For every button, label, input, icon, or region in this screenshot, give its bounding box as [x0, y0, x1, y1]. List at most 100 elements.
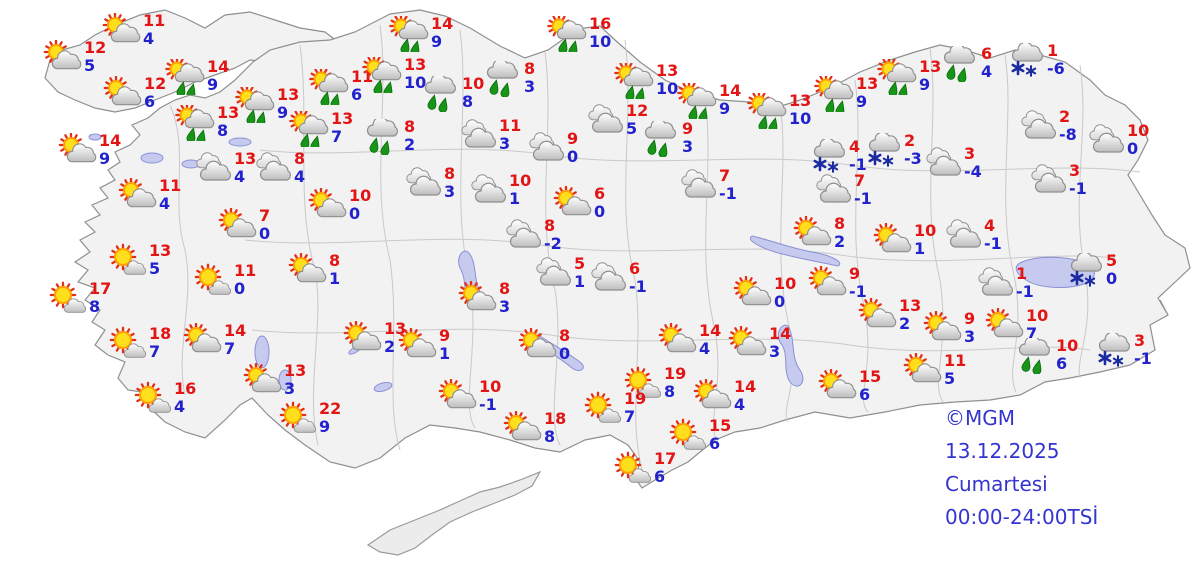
high-temp: 1 — [1047, 41, 1059, 60]
high-temp: 16 — [589, 14, 612, 33]
partly-sunny-icon — [792, 216, 834, 252]
low-temp: 3 — [444, 182, 456, 201]
weather-station: 1 -1 — [974, 266, 1034, 302]
weather-station: 18 8 — [502, 411, 566, 447]
high-temp: 14 — [99, 131, 122, 150]
low-temp: 10 — [589, 32, 612, 51]
low-temp: 0 — [567, 147, 579, 166]
weather-station: 8 0 — [517, 328, 570, 364]
weather-station: 10 0 — [732, 276, 796, 312]
high-temp: 12 — [84, 38, 107, 57]
high-temp: 13 — [217, 103, 240, 122]
mostly-sunny-icon — [107, 243, 149, 279]
low-temp: -4 — [964, 162, 982, 181]
low-temp: 3 — [499, 297, 511, 316]
low-temp: 0 — [349, 204, 361, 223]
high-temp: 22 — [319, 399, 342, 418]
weather-station: 10 0 — [1085, 123, 1149, 159]
high-temp: 13 — [899, 296, 922, 315]
sun-rain-icon — [165, 59, 207, 95]
low-temp: 3 — [964, 327, 976, 346]
cloudy-icon — [1085, 123, 1127, 159]
weather-station: 10 1 — [467, 173, 531, 209]
weather-station: 14 9 — [57, 133, 121, 169]
weather-station: 14 9 — [389, 16, 453, 52]
snow-icon — [862, 133, 904, 169]
low-temp: 0 — [594, 202, 606, 221]
high-temp: 13 — [284, 361, 307, 380]
partly-sunny-icon — [437, 379, 479, 415]
high-temp: 8 — [559, 326, 571, 345]
high-temp: 10 — [914, 221, 937, 240]
weather-station: 9 0 — [525, 131, 578, 167]
low-temp: 0 — [1106, 269, 1118, 288]
low-temp: 4 — [981, 62, 993, 81]
cloudy-icon — [974, 266, 1016, 302]
high-temp: 17 — [89, 279, 112, 298]
low-temp: 7 — [149, 342, 161, 361]
weather-station: 11 6 — [309, 69, 373, 105]
partly-sunny-icon — [101, 13, 143, 49]
weather-station: 16 10 — [547, 16, 611, 52]
high-temp: 19 — [624, 389, 647, 408]
partly-sunny-icon — [307, 188, 349, 224]
low-temp: 1 — [509, 189, 521, 208]
high-temp: 18 — [149, 324, 172, 343]
low-temp: -1 — [629, 277, 647, 296]
low-temp: 8 — [544, 427, 556, 446]
low-temp: 9 — [319, 417, 331, 436]
weather-station: 9 -1 — [807, 266, 867, 302]
high-temp: 13 — [856, 74, 879, 93]
partly-sunny-icon — [732, 276, 774, 312]
low-temp: 1 — [329, 269, 341, 288]
low-temp: 3 — [769, 342, 781, 361]
low-temp: 4 — [699, 339, 711, 358]
weather-station: 13 10 — [614, 63, 678, 99]
weather-station: 13 2 — [342, 321, 406, 357]
weather-station: 13 10 — [362, 57, 426, 93]
low-temp: 9 — [207, 75, 219, 94]
high-temp: 11 — [143, 11, 166, 30]
weather-station: 15 6 — [667, 418, 731, 454]
weather-station: 11 4 — [101, 13, 165, 49]
low-temp: 1 — [574, 272, 586, 291]
low-temp: 6 — [709, 434, 721, 453]
low-temp: 4 — [294, 167, 306, 186]
mostly-sunny-icon — [622, 366, 664, 402]
low-temp: 3 — [524, 77, 536, 96]
low-temp: -1 — [849, 155, 867, 174]
sun-rain-icon — [747, 93, 789, 129]
high-temp: 16 — [174, 379, 197, 398]
low-temp: 0 — [774, 292, 786, 311]
partly-sunny-icon — [342, 321, 384, 357]
rain-icon — [482, 61, 524, 97]
high-temp: 8 — [524, 59, 536, 78]
weather-station: 5 0 — [1064, 253, 1117, 289]
low-temp: 0 — [1127, 139, 1139, 158]
weather-station: 10 6 — [1014, 338, 1078, 374]
high-temp: 14 — [699, 321, 722, 340]
rain-icon — [362, 119, 404, 155]
snow-icon — [1092, 333, 1134, 369]
partly-sunny-icon — [242, 363, 284, 399]
low-temp: 9 — [277, 103, 289, 122]
sun-rain-icon — [289, 111, 331, 147]
weather-station: 8 2 — [362, 119, 415, 155]
weather-station: 3 -4 — [922, 146, 982, 182]
cloudy-icon — [457, 118, 499, 154]
mostly-sunny-icon — [277, 401, 319, 437]
weather-station: 17 6 — [612, 451, 676, 487]
high-temp: 6 — [629, 259, 641, 278]
weather-station: 6 -1 — [587, 261, 647, 297]
weather-station: 8 3 — [402, 166, 455, 202]
weather-station: 13 3 — [242, 363, 306, 399]
low-temp: -1 — [1069, 179, 1087, 198]
low-temp: 10 — [789, 109, 812, 128]
low-temp: -1 — [849, 282, 867, 301]
cloudy-icon — [502, 218, 544, 254]
weather-station: 3 -1 — [1027, 163, 1087, 199]
low-temp: -1 — [479, 395, 497, 414]
weather-station: 14 3 — [727, 326, 791, 362]
high-temp: 10 — [462, 74, 485, 93]
weather-station: 9 3 — [640, 121, 693, 157]
